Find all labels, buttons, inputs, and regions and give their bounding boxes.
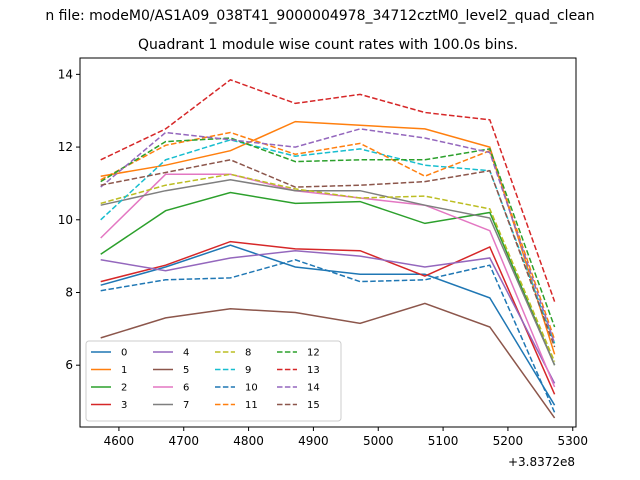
legend-label-14: 14	[307, 383, 320, 394]
series-line-1	[100, 120, 556, 355]
series-line-12	[100, 137, 556, 328]
legend-label-7: 7	[183, 400, 189, 411]
series-line-3	[100, 240, 556, 395]
legend-label-6: 6	[183, 383, 189, 394]
y-tick-label: 12	[58, 140, 73, 154]
y-tick-label: 6	[65, 358, 73, 372]
x-tick-label: 4600	[104, 434, 135, 448]
series-line-5	[100, 302, 556, 419]
legend-box	[85, 340, 342, 422]
y-tick-label: 10	[58, 213, 73, 227]
y-tick-label: 14	[58, 67, 73, 81]
plot-frame	[79, 57, 577, 428]
y-tick-label: 8	[65, 285, 73, 299]
legend-label-3: 3	[121, 400, 127, 411]
legend-label-10: 10	[245, 383, 258, 394]
series-line-6	[100, 173, 556, 388]
series-line-14	[100, 128, 556, 344]
series-line-11	[100, 131, 556, 340]
legend-label-13: 13	[307, 365, 320, 376]
series-line-7	[100, 179, 556, 366]
legend-label-12: 12	[307, 348, 320, 359]
series-line-10	[100, 259, 556, 413]
x-tick-label: 5100	[428, 434, 459, 448]
legend-label-5: 5	[183, 365, 189, 376]
x-tick-label: 4900	[298, 434, 329, 448]
plot-lines	[100, 78, 556, 419]
legend-label-2: 2	[121, 383, 127, 394]
x-offset-label: +3.8372e8	[508, 455, 575, 469]
series-line-2	[100, 191, 556, 366]
series-line-4	[100, 249, 556, 384]
x-tick-label: 5000	[363, 434, 394, 448]
legend-label-4: 4	[183, 348, 189, 359]
figure-suptitle: n file: modeM0/AS1A09_038T41_9000004978_…	[45, 8, 594, 24]
x-tick-label: 4700	[168, 434, 199, 448]
series-line-13	[100, 78, 556, 302]
x-tick-label: 5300	[557, 434, 588, 448]
legend-label-0: 0	[121, 348, 127, 359]
series-line-9	[100, 139, 556, 344]
series-line-15	[100, 159, 556, 348]
y-axis: 6 8 10 12 14	[58, 67, 80, 372]
legend-label-9: 9	[245, 365, 251, 376]
series-line-8	[100, 173, 556, 362]
x-tick-label: 5200	[493, 434, 524, 448]
legend-label-8: 8	[245, 348, 251, 359]
legend-label-11: 11	[245, 400, 258, 411]
chart-title: Quadrant 1 module wise count rates with …	[138, 37, 518, 53]
x-axis: 4600 4700 4800 4900 5000 5100 5200 5300	[104, 427, 588, 448]
x-tick-label: 4800	[233, 434, 264, 448]
legend-label-1: 1	[121, 365, 127, 376]
legend-label-15: 15	[307, 400, 320, 411]
